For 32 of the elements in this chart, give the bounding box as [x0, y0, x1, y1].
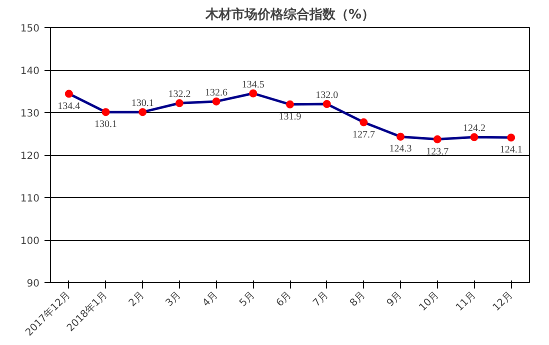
y-tick-label: 100: [20, 236, 40, 247]
data-label: 131.9: [278, 111, 302, 122]
data-label: 132.2: [168, 89, 191, 100]
data-label: 132.0: [316, 90, 338, 101]
x-tick-label: 7月: [311, 290, 331, 309]
data-label: 127.7: [352, 129, 375, 140]
x-tick-label: 3月: [164, 290, 184, 309]
data-label: 124.2: [462, 123, 486, 134]
y-tick-label: 90: [26, 278, 40, 290]
y-tick-label: 120: [20, 151, 40, 162]
data-label: 134.4: [58, 100, 80, 112]
data-label: 130.1: [131, 98, 154, 110]
y-tick-label: 140: [20, 66, 40, 77]
x-tick-label: 8月: [348, 290, 368, 309]
data-label: 123.7: [426, 146, 449, 158]
chart-title: 木材市场价格综合指数（%）: [204, 6, 375, 22]
y-tick-label: 130: [20, 108, 40, 120]
x-tick-label: 12月: [491, 290, 515, 314]
x-tick-label: 9月: [385, 290, 404, 309]
data-label: 124.1: [500, 144, 522, 156]
data-label: 134.5: [242, 79, 264, 90]
y-tick-label: 150: [20, 24, 40, 34]
x-tick-label: 10月: [417, 290, 442, 314]
data-label: 124.3: [389, 144, 412, 155]
x-tick-label: 11月: [454, 290, 478, 314]
data-label: 132.6: [205, 87, 228, 98]
x-tick-label: 2月: [127, 290, 147, 309]
x-tick-label: 5月: [238, 290, 258, 309]
x-tick-label: 6月: [274, 290, 294, 309]
data-label: 130.1: [94, 119, 118, 130]
y-tick-label: 110: [20, 194, 40, 204]
x-tick-label: 4月: [200, 290, 220, 309]
